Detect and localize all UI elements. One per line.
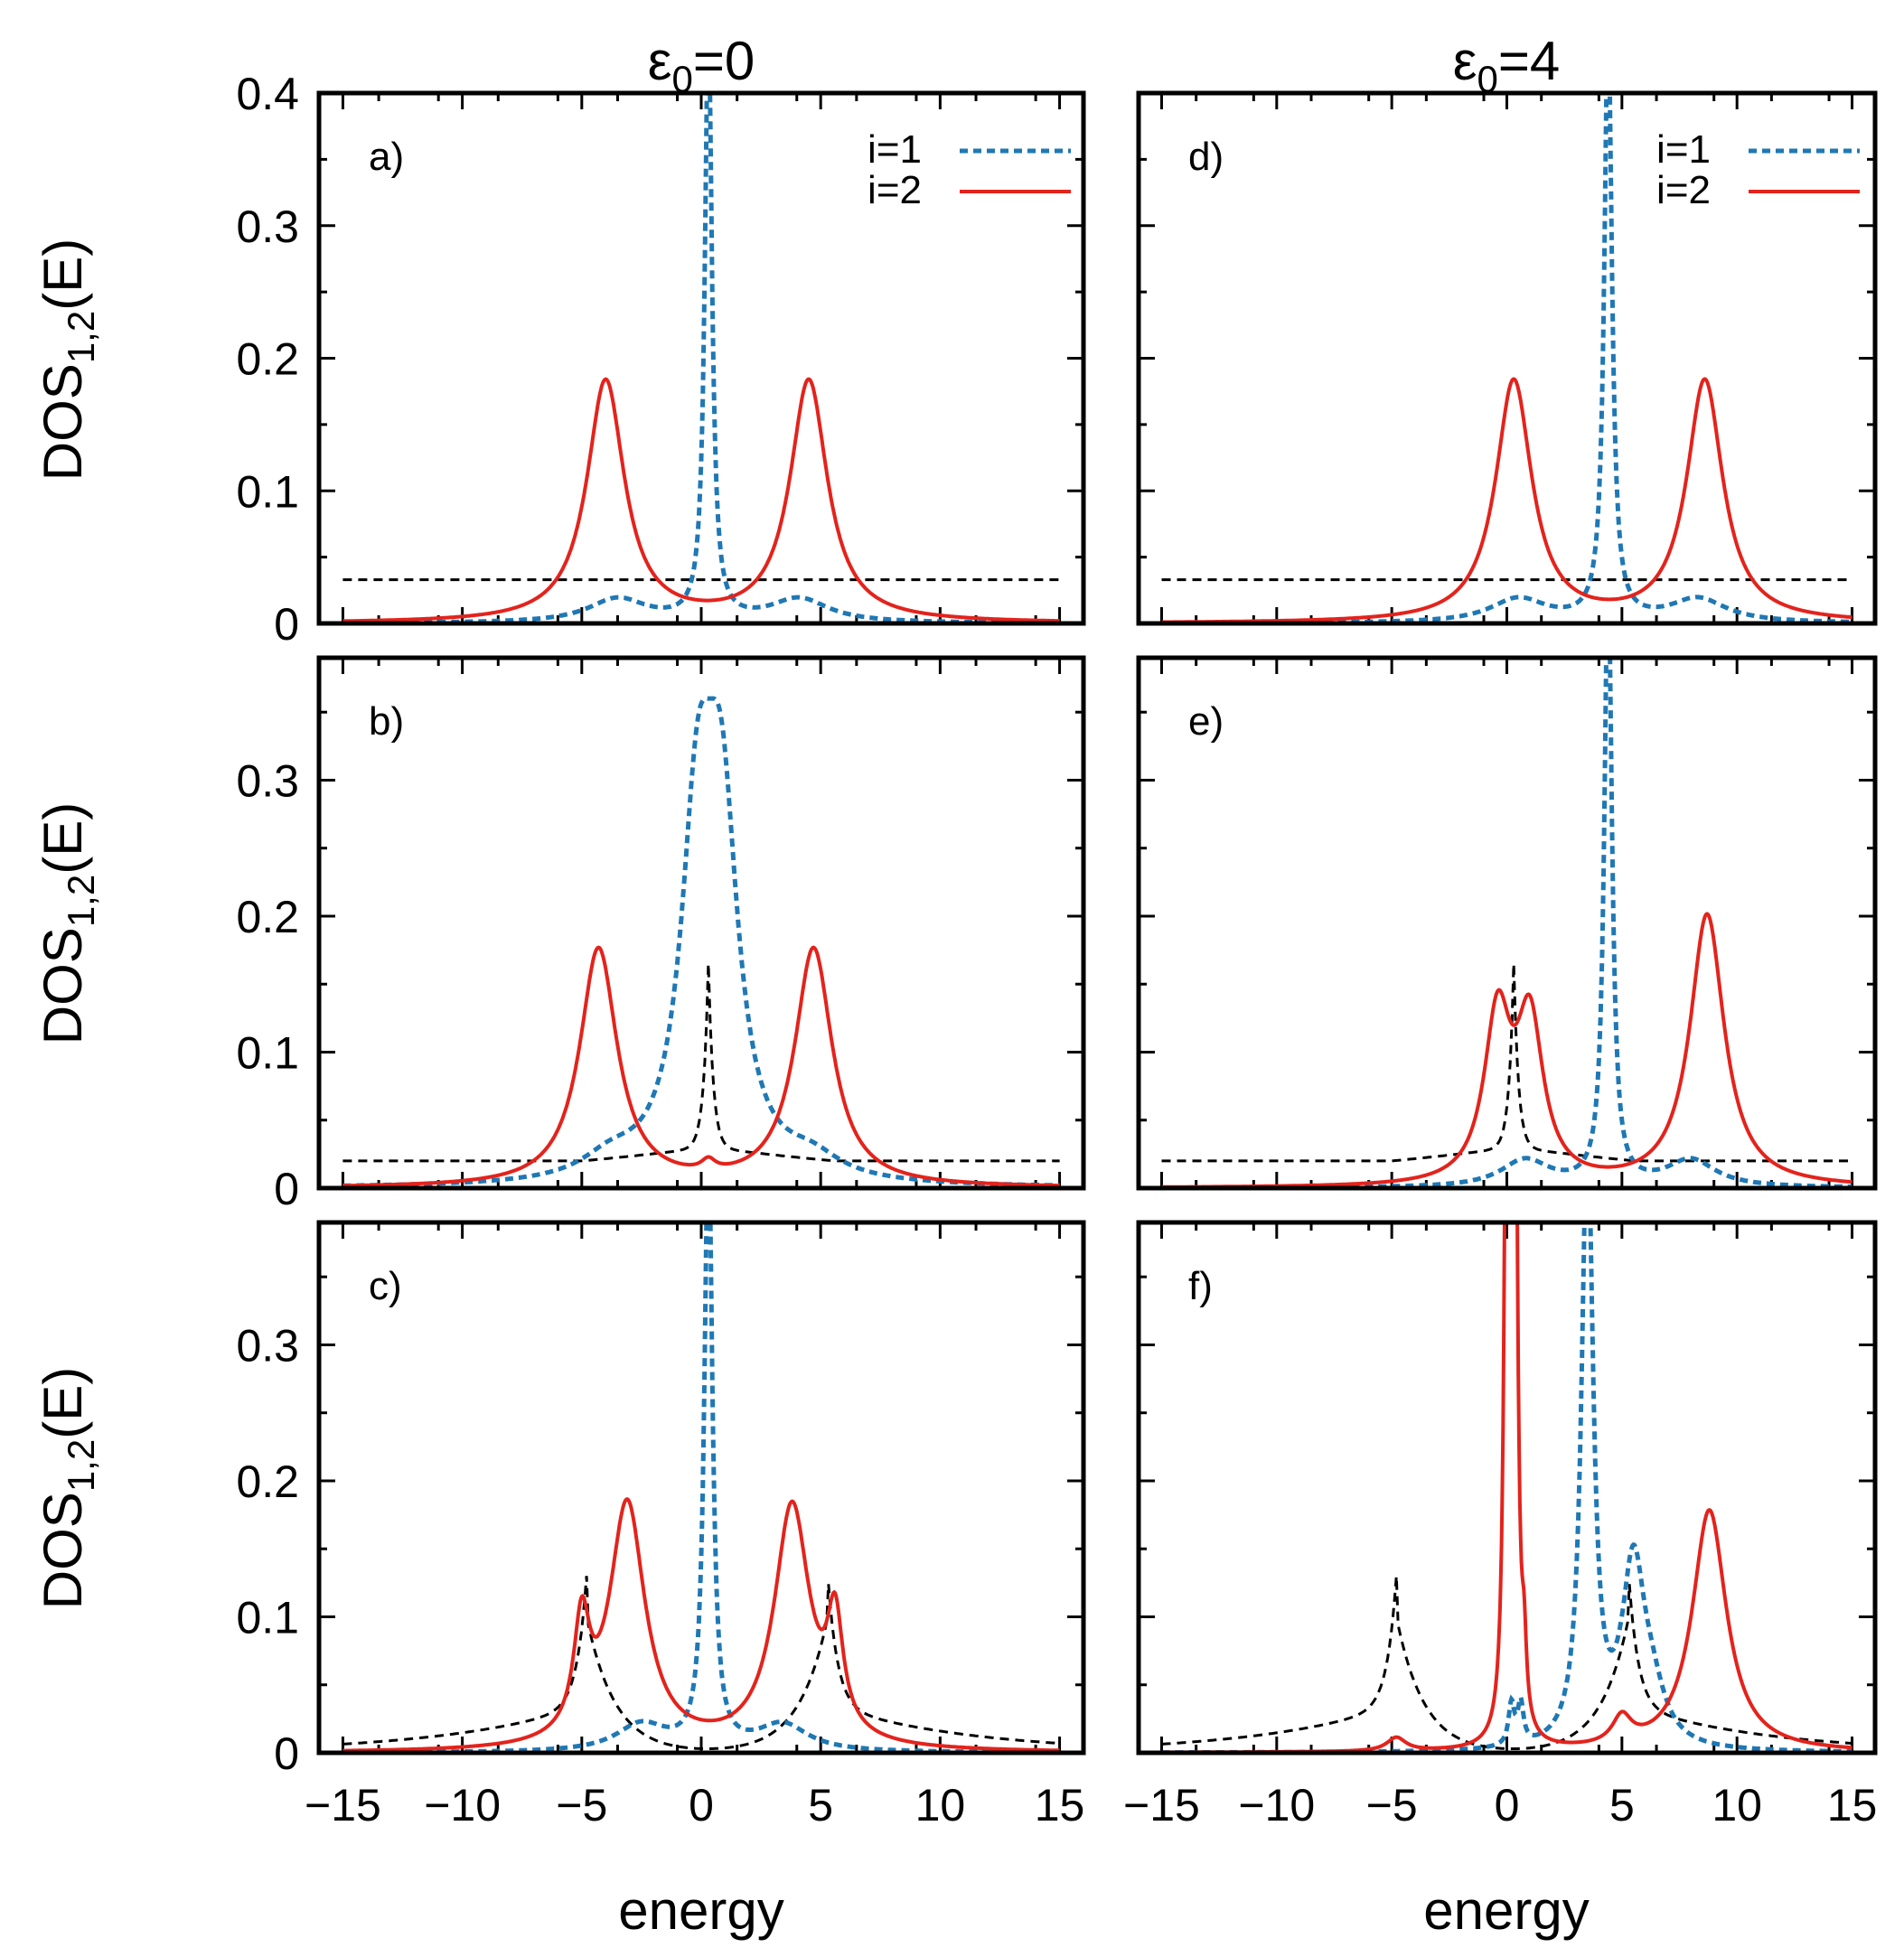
panel-d: d): [1136, 90, 1878, 626]
panel-label: a): [369, 135, 404, 179]
x-tick-label: 10: [1712, 1780, 1762, 1831]
curves: [342, 1222, 1060, 1753]
panel-e: e): [1136, 655, 1878, 1191]
panel-f: −15 −10 −5 0 5 10 15 f): [1123, 1220, 1878, 1831]
y-tick-label: 0: [274, 599, 299, 650]
series-i2: [342, 377, 1060, 623]
legend-label-i2: i=2: [868, 168, 922, 212]
x-tick-label: −5: [556, 1780, 607, 1831]
x-tick-label: 15: [1035, 1780, 1085, 1831]
curves: [342, 696, 1060, 1188]
series-i1: [342, 1222, 1060, 1753]
plot-frame: [1136, 655, 1878, 1191]
x-axis-label-right: energy: [1423, 1880, 1589, 1941]
y-axis-label-row1: DOS1,2(E): [33, 239, 102, 481]
y-axis-label-row3: DOS1,2(E): [33, 1367, 102, 1609]
legend-panel-a: i=1 i=2: [868, 127, 1071, 212]
y-tick-label: 0.2: [236, 892, 299, 942]
legend-panel-d: i=1 i=2: [1656, 127, 1860, 212]
plot-frame: [1136, 1220, 1878, 1756]
panel-b: 0 0.1 0.2 0.3 b): [236, 655, 1086, 1214]
x-tick-label: −10: [424, 1780, 501, 1831]
column-title-right: ε0=4: [1453, 31, 1561, 100]
legend-label-i1: i=1: [868, 127, 922, 172]
panel-label: b): [369, 699, 404, 744]
panel-a: 0 0.1 0.2 0.3 0.4 a): [236, 69, 1086, 650]
y-tick-label: 0.3: [236, 755, 299, 806]
series-reference-dos: [1161, 1576, 1852, 1750]
x-tick-label: −5: [1366, 1780, 1418, 1831]
series-reference-dos: [342, 1576, 1060, 1750]
x-tick-label: −15: [305, 1780, 381, 1831]
column-title-left: ε0=0: [648, 31, 755, 100]
curves: [1161, 1222, 1852, 1753]
legend-label-i2: i=2: [1656, 168, 1711, 212]
x-tick-label: 15: [1827, 1780, 1878, 1831]
series-i2: [1161, 377, 1852, 623]
x-tick-label: −15: [1123, 1780, 1200, 1831]
panel-label: e): [1188, 699, 1224, 744]
series-reference-dos: [342, 963, 1060, 1163]
curves: [1161, 93, 1852, 623]
x-tick-label: 5: [808, 1780, 833, 1831]
x-tick-label: 0: [689, 1780, 714, 1831]
series-i2: [342, 1497, 1060, 1753]
y-tick-label: 0.1: [236, 1592, 299, 1643]
x-tick-label: 5: [1609, 1780, 1635, 1831]
series-i2: [1161, 1222, 1852, 1753]
curves: [342, 93, 1060, 623]
plot-frame: [316, 90, 1086, 626]
y-tick-label: 0: [274, 1164, 299, 1214]
y-tick-label: 0.1: [236, 466, 299, 517]
y-tick-label: 0.4: [236, 69, 299, 119]
x-tick-label: 0: [1495, 1780, 1520, 1831]
y-tick-label: 0.3: [236, 1320, 299, 1371]
y-tick-label: 0.3: [236, 201, 299, 252]
x-tick-label: −10: [1238, 1780, 1315, 1831]
panel-label: f): [1188, 1264, 1213, 1308]
y-tick-label: 0.1: [236, 1027, 299, 1078]
legend-label-i1: i=1: [1656, 127, 1711, 172]
plot-frame: [1136, 90, 1878, 626]
x-tick-label: 10: [915, 1780, 966, 1831]
x-axis-label-left: energy: [618, 1880, 783, 1941]
y-axis-label-row2: DOS1,2(E): [33, 802, 102, 1044]
series-reference-dos: [1161, 963, 1852, 1163]
panel-c: −15 −10 −5 0 5 10 15 0 0.1 0.2 0.3 c): [236, 1220, 1086, 1831]
y-tick-label: 0.2: [236, 334, 299, 385]
y-tick-label: 0.2: [236, 1456, 299, 1507]
plot-frame: [316, 655, 1086, 1191]
series-i1: [342, 93, 1060, 623]
series-i2: [342, 945, 1060, 1188]
series-i1: [1161, 93, 1852, 623]
plot-frame: [316, 1220, 1086, 1756]
panel-label: c): [369, 1264, 402, 1308]
series-i1: [1161, 1222, 1852, 1753]
panel-label: d): [1188, 135, 1224, 179]
series-i2: [1161, 912, 1852, 1188]
y-tick-label: 0: [274, 1728, 299, 1779]
